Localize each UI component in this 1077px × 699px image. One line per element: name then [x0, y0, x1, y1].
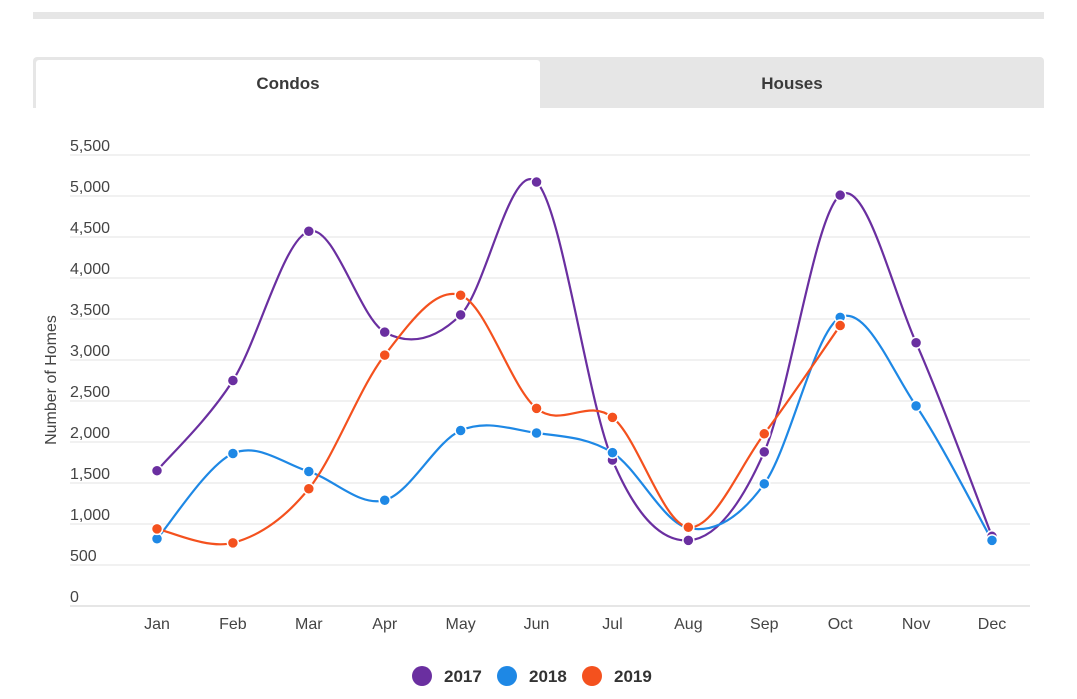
- series-points: [150, 175, 999, 550]
- data-point-2018[interactable]: [378, 493, 391, 507]
- data-point-2019[interactable]: [378, 348, 391, 362]
- data-point-2019[interactable]: [226, 536, 240, 550]
- legend-swatch-2019[interactable]: [582, 666, 602, 686]
- x-tick-label: Sep: [750, 616, 779, 633]
- data-point-2017[interactable]: [302, 225, 316, 238]
- data-point-2018[interactable]: [454, 424, 467, 437]
- x-tick-label: Nov: [902, 616, 930, 633]
- y-tick-label: 5,500: [70, 138, 110, 155]
- data-point-2017[interactable]: [454, 308, 467, 322]
- x-tick-label: Jun: [524, 616, 550, 633]
- data-point-2017[interactable]: [150, 464, 164, 477]
- x-tick-label: Mar: [295, 616, 323, 633]
- data-point-2018[interactable]: [985, 534, 999, 547]
- data-point-2019[interactable]: [833, 319, 847, 332]
- data-point-2019[interactable]: [302, 482, 316, 495]
- data-point-2019[interactable]: [150, 522, 164, 536]
- data-point-2017[interactable]: [833, 188, 847, 202]
- x-tick-label: Apr: [372, 616, 398, 633]
- tab-condos[interactable]: Condos: [36, 60, 540, 108]
- y-tick-label: 0: [70, 589, 79, 606]
- data-point-2017[interactable]: [909, 336, 923, 350]
- x-axis-ticks: Jan Feb Mar Apr May Jun Jul Aug Sep Oct Nov Dec: [144, 616, 1006, 633]
- legend-swatch-2017[interactable]: [412, 666, 432, 686]
- data-point-2018[interactable]: [530, 426, 543, 440]
- y-axis-label: Number of Homes: [43, 315, 60, 445]
- top-divider: [33, 12, 1044, 19]
- series-line-2019: [156, 292, 842, 546]
- y-tick-label: 500: [70, 548, 97, 565]
- data-point-2018[interactable]: [606, 446, 619, 459]
- data-point-2017[interactable]: [226, 374, 240, 387]
- data-point-2018[interactable]: [226, 447, 240, 460]
- y-tick-label: 2,500: [70, 384, 110, 401]
- legend-swatch-2018[interactable]: [497, 666, 517, 686]
- legend-label-2018[interactable]: 2018: [529, 667, 567, 686]
- y-tick-label: 2,000: [70, 425, 110, 442]
- x-tick-label: Aug: [674, 616, 702, 633]
- y-tick-label: 5,000: [70, 179, 110, 196]
- x-tick-label: Feb: [219, 616, 247, 633]
- data-point-2019[interactable]: [530, 402, 543, 415]
- y-tick-label: 4,000: [70, 261, 110, 278]
- data-point-2019[interactable]: [758, 427, 771, 441]
- data-point-2019[interactable]: [682, 521, 695, 534]
- tab-bar: Condos Houses: [33, 57, 1044, 108]
- x-tick-label: May: [446, 616, 476, 633]
- tab-houses[interactable]: Houses: [761, 74, 823, 93]
- data-point-2018[interactable]: [758, 477, 771, 491]
- series-lines: [156, 178, 994, 546]
- legend: 2017 2018 2019: [412, 666, 652, 686]
- data-point-2019[interactable]: [454, 288, 467, 302]
- x-tick-label: Jul: [602, 616, 622, 633]
- data-point-2018[interactable]: [302, 465, 316, 478]
- legend-label-2017[interactable]: 2017: [444, 667, 482, 686]
- x-tick-label: Oct: [828, 616, 853, 633]
- legend-label-2019[interactable]: 2019: [614, 667, 652, 686]
- y-tick-label: 3,500: [70, 302, 110, 319]
- y-tick-label: 4,500: [70, 220, 110, 237]
- data-point-2018[interactable]: [909, 399, 923, 413]
- data-point-2017[interactable]: [530, 175, 543, 189]
- x-tick-label: Dec: [978, 616, 1006, 633]
- data-point-2017[interactable]: [378, 325, 391, 339]
- x-tick-label: Jan: [144, 616, 170, 633]
- y-tick-label: 3,000: [70, 343, 110, 360]
- data-point-2019[interactable]: [606, 411, 619, 424]
- data-point-2017[interactable]: [682, 534, 695, 547]
- series-line-2018: [156, 314, 993, 541]
- data-point-2017[interactable]: [758, 445, 771, 459]
- y-axis-ticks: 0 500 1,000 1,500 2,000 2,500 3,000 3,500 4,000 4…: [70, 138, 110, 606]
- y-tick-label: 1,500: [70, 466, 110, 483]
- y-tick-label: 1,000: [70, 507, 110, 524]
- gridlines: [70, 154, 1030, 607]
